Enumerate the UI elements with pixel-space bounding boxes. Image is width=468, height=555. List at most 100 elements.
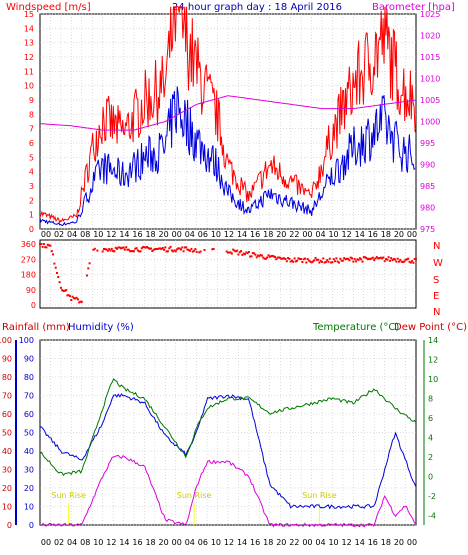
wind-direction-point xyxy=(378,257,381,260)
wind-direction-point xyxy=(232,248,235,251)
barometer-line xyxy=(39,95,417,131)
wind-direction-point xyxy=(319,259,322,262)
temperature-tick-label: -4 xyxy=(428,511,436,520)
wind-direction-point xyxy=(72,297,75,300)
wind-direction-point xyxy=(292,260,295,263)
temperature-tick-label: 6 xyxy=(428,414,433,423)
wind-direction-point xyxy=(189,249,192,252)
wind-direction-point xyxy=(96,249,99,252)
top-time-label: 10 xyxy=(328,230,338,239)
sunrise-label: Sun Rise xyxy=(302,491,337,500)
wind-direction-point xyxy=(283,257,286,260)
compass-n-top: N xyxy=(433,241,440,252)
rainfall-tick-label: 20 xyxy=(2,484,12,493)
sunrise-label: Sun Rise xyxy=(51,491,86,500)
wind-direction-point xyxy=(264,257,267,260)
wind-direction-point xyxy=(409,261,412,264)
wind-direction-point xyxy=(70,299,73,301)
top-time-label: 00 xyxy=(302,230,312,239)
wind-direction-point xyxy=(377,257,380,260)
wind-direction-point xyxy=(245,251,248,254)
barometer-tick-label: 1010 xyxy=(420,75,440,84)
humidity-tick-label: 30 xyxy=(24,466,34,475)
wind-direction-point xyxy=(40,243,43,245)
wind-direction-point xyxy=(114,246,117,249)
wind-direction-point xyxy=(291,259,293,262)
wind-direction-point xyxy=(390,257,393,260)
wind-direction-point xyxy=(155,248,158,250)
top-time-label: 20 xyxy=(394,230,404,239)
wind-direction-point xyxy=(118,246,121,249)
wind-direction-point xyxy=(317,258,320,261)
wind-direction-point xyxy=(315,258,318,261)
compass-w: W xyxy=(433,258,443,269)
wind-direction-point xyxy=(411,260,414,263)
wind-direction-point xyxy=(152,248,155,251)
windspeed-tick-label: 15 xyxy=(24,10,34,19)
wind-direction-point xyxy=(74,297,77,300)
wind-direction-point xyxy=(300,258,303,260)
humidity-axis-title: Humidity (%) xyxy=(68,322,134,333)
wind-direction-point xyxy=(112,250,115,252)
barometer-tick-label: 1005 xyxy=(420,96,440,105)
wind-direction-point xyxy=(113,250,116,253)
wind-direction-point xyxy=(233,249,236,252)
wind-direction-point xyxy=(358,257,361,260)
wind-direction-point xyxy=(284,258,287,260)
humidity-tick-label: 80 xyxy=(24,373,34,382)
wind-direction-point xyxy=(199,250,202,253)
barometer-tick-label: 1025 xyxy=(420,10,440,19)
wind-direction-point xyxy=(330,261,333,264)
rainfall-tick-label: 40 xyxy=(2,447,12,456)
wind-direction-point xyxy=(165,250,168,253)
bottom-time-label: 16 xyxy=(132,538,142,547)
wind-direction-point xyxy=(131,250,134,252)
wind-direction-point xyxy=(413,258,416,260)
wind-direction-point xyxy=(69,295,71,298)
bottom-time-label: 02 xyxy=(54,538,64,547)
windspeed-average-line xyxy=(39,86,416,227)
wind-direction-point xyxy=(121,246,124,249)
wind-direction-point xyxy=(352,260,355,263)
bottom-time-label: 10 xyxy=(211,538,221,547)
windspeed-tick-label: 6 xyxy=(29,139,34,148)
bottom-time-label: 04 xyxy=(185,538,195,547)
wind-direction-point xyxy=(125,246,128,249)
wind-direction-point xyxy=(415,258,417,261)
wind-direction-point xyxy=(262,256,265,259)
wind-direction-point xyxy=(395,260,398,263)
wind-direction-point xyxy=(405,258,408,261)
wind-direction-point xyxy=(351,257,353,260)
wind-direction-point xyxy=(176,248,179,251)
wind-direction-point xyxy=(407,257,410,260)
bottom-time-label: 00 xyxy=(41,538,51,547)
rainfall-tick-label: 70 xyxy=(2,392,12,401)
wind-direction-point xyxy=(227,251,229,254)
wind-direction-point xyxy=(404,258,407,261)
top-time-label: 14 xyxy=(237,230,247,239)
wind-direction-tick-label: 270 xyxy=(21,255,36,264)
wind-direction-point xyxy=(53,262,56,265)
temperature-line xyxy=(39,378,417,477)
wind-direction-point xyxy=(281,257,284,260)
wind-direction-tick-label: 0 xyxy=(31,301,36,310)
wind-direction-point xyxy=(340,259,343,262)
wind-direction-point xyxy=(323,261,326,264)
wind-direction-point xyxy=(353,258,356,261)
wind-direction-point xyxy=(182,250,185,253)
top-time-label: 06 xyxy=(198,230,208,239)
wind-direction-point xyxy=(347,257,350,260)
wind-direction-point xyxy=(371,256,374,259)
rainfall-tick-label: 0 xyxy=(7,521,12,530)
top-time-label: 16 xyxy=(132,230,142,239)
wind-direction-point xyxy=(332,258,335,261)
wind-direction-point xyxy=(172,250,175,253)
wind-direction-point xyxy=(161,247,164,249)
bottom-time-label: 14 xyxy=(355,538,365,547)
wind-direction-point xyxy=(375,256,378,259)
wind-direction-point xyxy=(255,256,258,259)
wind-direction-point xyxy=(297,257,300,260)
temperature-tick-label: 8 xyxy=(428,394,433,403)
wind-direction-point xyxy=(59,286,62,289)
